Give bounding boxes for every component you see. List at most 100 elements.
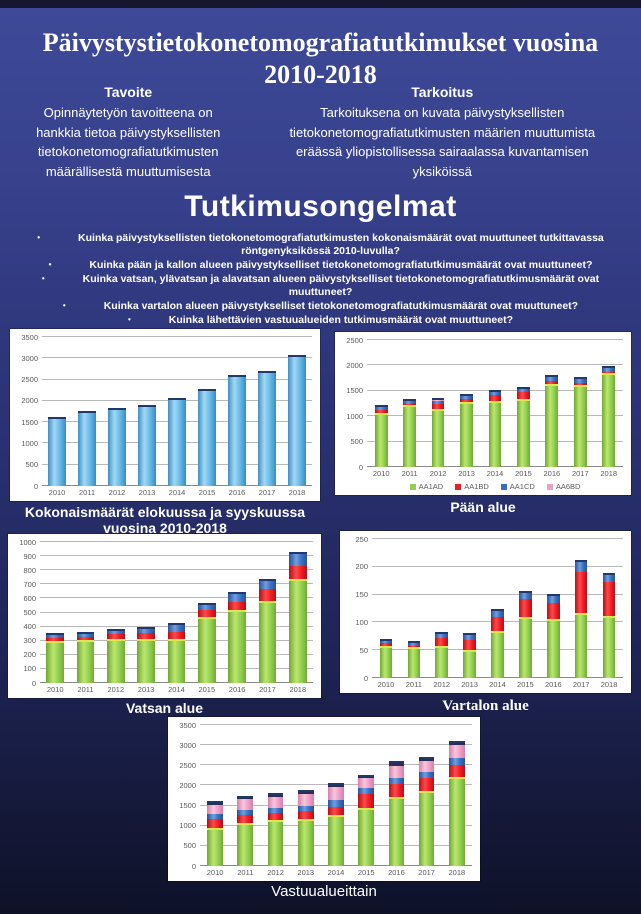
- segment-red: [237, 815, 254, 824]
- bar-2016: [539, 539, 567, 678]
- y-tick-label: 0: [191, 861, 196, 871]
- segment-red: [107, 634, 125, 640]
- gridline: [40, 569, 313, 571]
- bar-2012: [424, 340, 452, 467]
- bullet-icon: •: [37, 233, 41, 242]
- y-tick-label: 900: [23, 551, 36, 561]
- segment-blue: [328, 800, 344, 807]
- plot-area: [42, 336, 312, 486]
- segment-red: [388, 784, 405, 798]
- y-tick-label: 3000: [21, 353, 38, 363]
- bar-2013: [291, 725, 321, 866]
- gridline: [40, 597, 313, 599]
- segment-red: [379, 643, 393, 646]
- segment-kokonaismaarat: [258, 370, 276, 486]
- segment-red: [207, 819, 223, 828]
- segment-pink: [267, 796, 284, 808]
- segment-kokonaismaarat: [78, 410, 96, 486]
- segment-blue: [46, 633, 64, 638]
- legend-label: AA1AD: [418, 482, 444, 491]
- segment-AA1AD: [403, 405, 417, 467]
- gridline: [200, 764, 472, 766]
- x-tick-label: 2015: [515, 469, 532, 478]
- segment-AA1AD: [545, 384, 559, 467]
- segment-kokonaismaarat: [168, 398, 186, 486]
- segment-red: [328, 806, 344, 816]
- bar-2016: [538, 340, 566, 467]
- x-tick-label: 2010: [48, 488, 66, 497]
- chart-caption-kokonaismaarat: Kokonaismäärät elokuussa ja syyskuussa v…: [24, 504, 306, 537]
- x-tick-label: 2013: [461, 680, 478, 689]
- x-tick-label: 2017: [259, 685, 276, 694]
- segment-blue: [297, 805, 314, 812]
- segment-pink: [388, 765, 405, 778]
- y-tick-label: 600: [23, 593, 36, 603]
- y-tick-label: 100: [355, 617, 368, 627]
- segment-blue: [358, 788, 375, 795]
- gridline: [40, 611, 313, 613]
- gridline: [42, 336, 312, 337]
- y-tick-label: 2500: [346, 335, 363, 345]
- bar-2012: [428, 539, 456, 678]
- bar-2012: [101, 542, 131, 683]
- segment-green: [76, 640, 95, 683]
- segment-green: [519, 616, 532, 678]
- segment-blue: [137, 627, 155, 633]
- segment-AA6BD: [460, 393, 473, 396]
- x-tick-label: 2014: [486, 469, 504, 478]
- x-axis-labels: 2010 2011 2012 2013 2014 2015 2016 2017 2018: [367, 467, 623, 480]
- y-tick-label: 800: [23, 565, 36, 575]
- gridline: [40, 555, 313, 557]
- legend-swatch-icon: [546, 483, 553, 490]
- bar-2010: [40, 542, 70, 683]
- segment-red: [46, 637, 64, 641]
- segment-red: [418, 777, 435, 792]
- x-tick-label: 2012: [433, 680, 451, 689]
- tutkimusongelmat-heading: Tutkimusongelmat: [184, 190, 457, 223]
- x-tick-label: 2018: [289, 685, 307, 694]
- tavoite-heading: Tavoite: [104, 84, 153, 100]
- x-tick-label: 2014: [327, 868, 345, 877]
- segment-red: [76, 636, 95, 640]
- y-tick-label: 2000: [179, 780, 196, 790]
- segment-green: [547, 619, 560, 678]
- segment-red: [407, 645, 421, 648]
- x-tick-label: 2012: [108, 488, 126, 497]
- legend-item-AA6BD: AA6BD: [546, 482, 580, 491]
- x-tick-label: 2016: [543, 469, 561, 478]
- segment-blue: [407, 641, 421, 646]
- segment-AA1CD: [488, 391, 502, 396]
- segment-red: [258, 588, 277, 601]
- bar-2012: [260, 725, 290, 866]
- segment-AA1CD: [460, 395, 473, 399]
- x-tick-label: 2015: [198, 488, 216, 497]
- y-tick-label: 200: [355, 562, 368, 572]
- segment-dark: [297, 789, 314, 794]
- bar-2012: [102, 337, 132, 486]
- segment-green: [267, 820, 284, 866]
- legend-swatch-icon: [455, 483, 462, 490]
- segment-blue: [379, 639, 393, 643]
- segment-dark: [328, 783, 344, 788]
- tarkoitus-heading: Tarkoitus: [411, 84, 474, 100]
- segment-AA1AD: [573, 385, 587, 467]
- segment-pink: [418, 761, 435, 773]
- chart-panel-vatsan-alue: 0 100 200 300 400 500 600 700 800 900 1000 2010 201…: [8, 534, 321, 698]
- segment-green: [167, 639, 186, 683]
- segment-dark: [358, 774, 375, 779]
- bar-2017: [252, 337, 282, 486]
- segment-dark: [267, 793, 284, 797]
- bar-2013: [456, 539, 484, 678]
- segment-AA1CD: [374, 407, 388, 411]
- segment-pink: [237, 798, 254, 811]
- y-tick-label: 3500: [21, 332, 38, 342]
- segment-kokonaismaarat: [48, 416, 66, 486]
- legend-swatch-icon: [500, 483, 507, 490]
- y-tick-label: 2500: [179, 760, 196, 770]
- bar-2011: [70, 542, 100, 683]
- segment-green: [328, 815, 344, 866]
- segment-blue: [167, 622, 186, 633]
- x-tick-label: 2016: [544, 680, 562, 689]
- segment-pink: [297, 793, 314, 806]
- segment-dark: [237, 795, 254, 799]
